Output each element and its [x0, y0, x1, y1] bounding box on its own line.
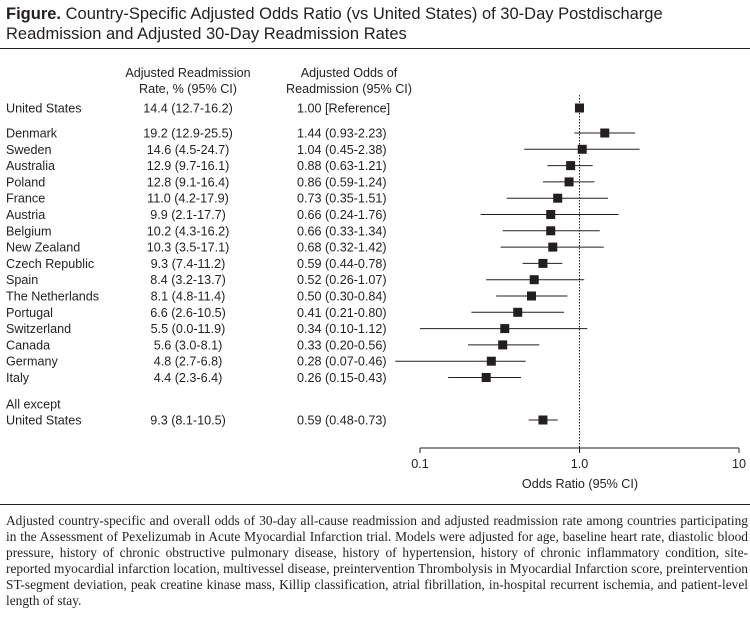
point-marker-3: [566, 161, 576, 171]
rate-value-1: 19.2 (12.9-25.5): [143, 127, 233, 141]
figure-title: Figure. Country-Specific Adjusted Odds R…: [6, 4, 746, 44]
rate-value-7: 10.2 (4.3-16.2): [147, 224, 230, 238]
or-value-2: 1.04 (0.45-2.38): [297, 143, 387, 157]
or-value-16: 0.26 (0.15-0.43): [297, 371, 387, 385]
row-label-0: United States: [6, 102, 82, 116]
or-value-1: 1.44 (0.93-2.23): [297, 127, 387, 141]
or-value-9: 0.59 (0.44-0.78): [297, 257, 387, 271]
row-label-17-line2: United States: [6, 414, 82, 428]
rate-value-11: 8.1 (4.8-11.4): [151, 290, 226, 304]
rate-value-16: 4.4 (2.3-6.4): [154, 371, 223, 385]
row-label-3: Australia: [6, 159, 55, 173]
rate-value-13: 5.5 (0.0-11.9): [151, 322, 226, 336]
point-marker-0: [575, 103, 584, 113]
row-label-4: Poland: [6, 175, 45, 189]
or-value-0: 1.00 [Reference]: [297, 102, 390, 116]
rate-value-10: 8.4 (3.2-13.7): [150, 273, 226, 287]
point-marker-14: [498, 340, 508, 350]
or-value-10: 0.52 (0.26-1.07): [297, 273, 387, 287]
rate-value-12: 6.6 (2.6-10.5): [150, 306, 226, 320]
or-value-4: 0.86 (0.59-1.24): [297, 175, 387, 189]
point-marker-1: [600, 128, 610, 138]
or-value-6: 0.66 (0.24-1.76): [297, 208, 387, 222]
rate-header-line2: Rate, % (95% CI): [139, 82, 237, 96]
or-value-15: 0.28 (0.07-0.46): [297, 355, 387, 369]
point-marker-12: [513, 307, 523, 317]
point-marker-13: [500, 324, 510, 334]
or-value-14: 0.33 (0.20-0.56): [297, 338, 387, 352]
x-axis-label: Odds Ratio (95% CI): [522, 477, 638, 491]
row-label-11: The Netherlands: [6, 290, 99, 304]
point-marker-7: [546, 226, 556, 236]
row-label-15: Germany: [6, 355, 58, 369]
row-label-17-line1: All except: [6, 398, 61, 412]
point-marker-2: [577, 144, 587, 154]
point-marker-8: [548, 242, 558, 252]
row-label-9: Czech Republic: [6, 257, 94, 271]
or-value-13: 0.34 (0.10-1.12): [297, 322, 387, 336]
point-marker-9: [538, 258, 548, 268]
rate-value-2: 14.6 (4.5-24.7): [147, 143, 230, 157]
or-value-11: 0.50 (0.30-0.84): [297, 290, 387, 304]
point-marker-4: [564, 177, 574, 187]
or-value-12: 0.41 (0.21-0.80): [297, 306, 387, 320]
figure-label: Figure.: [6, 5, 62, 23]
point-marker-6: [546, 210, 556, 219]
row-label-16: Italy: [6, 371, 30, 385]
caption-rule: [0, 504, 750, 505]
figure-caption: Adjusted country-specific and overall od…: [6, 513, 748, 608]
rate-value-9: 9.3 (7.4-11.2): [151, 257, 226, 271]
row-label-13: Switzerland: [6, 322, 71, 336]
rate-value-6: 9.9 (2.1-17.7): [150, 208, 226, 222]
row-label-2: Sweden: [6, 143, 52, 157]
row-label-6: Austria: [6, 208, 45, 222]
or-header-line2: Readmission (95% CI): [286, 82, 412, 96]
rate-header-line1: Adjusted Readmission: [125, 66, 250, 80]
or-header-line1: Adjusted Odds of: [301, 66, 398, 80]
rate-value-5: 11.0 (4.2-17.9): [147, 192, 229, 206]
rate-value-17: 9.3 (8.1-10.5): [150, 414, 226, 428]
rate-value-4: 12.8 (9.1-16.4): [147, 175, 230, 189]
row-label-10: Spain: [6, 273, 38, 287]
x-tick-label-0: 0.1: [411, 457, 429, 471]
title-rule: [0, 48, 750, 49]
row-label-5: France: [6, 192, 45, 206]
or-value-17: 0.59 (0.48-0.73): [297, 414, 387, 428]
x-tick-label-2: 10: [732, 457, 746, 471]
row-label-7: Belgium: [6, 224, 52, 238]
point-marker-16: [481, 373, 491, 382]
rate-value-3: 12.9 (9.7-16.1): [147, 159, 230, 173]
figure-title-text: Country-Specific Adjusted Odds Ratio (vs…: [6, 5, 663, 43]
point-marker-10: [529, 275, 539, 285]
row-label-12: Portugal: [6, 306, 53, 320]
rate-value-0: 14.4 (12.7-16.2): [143, 102, 233, 116]
or-value-7: 0.66 (0.33-1.34): [297, 224, 387, 238]
forest-plot: Adjusted Readmission Rate, % (95% CI) Adju…: [6, 66, 746, 491]
x-tick-label-1: 1.0: [571, 457, 589, 471]
point-marker-11: [526, 291, 536, 301]
rate-value-15: 4.8 (2.7-6.8): [154, 355, 223, 369]
point-marker-5: [553, 193, 563, 203]
or-value-5: 0.73 (0.35-1.51): [297, 192, 387, 206]
or-value-8: 0.68 (0.32-1.42): [297, 241, 387, 255]
or-value-3: 0.88 (0.63-1.21): [297, 159, 387, 173]
point-marker-17: [538, 415, 548, 425]
rate-value-14: 5.6 (3.0-8.1): [154, 338, 223, 352]
row-label-14: Canada: [6, 338, 50, 352]
row-label-8: New Zealand: [6, 241, 80, 255]
point-marker-15: [486, 356, 496, 366]
rate-value-8: 10.3 (3.5-17.1): [147, 241, 230, 255]
row-label-1: Denmark: [6, 127, 58, 141]
